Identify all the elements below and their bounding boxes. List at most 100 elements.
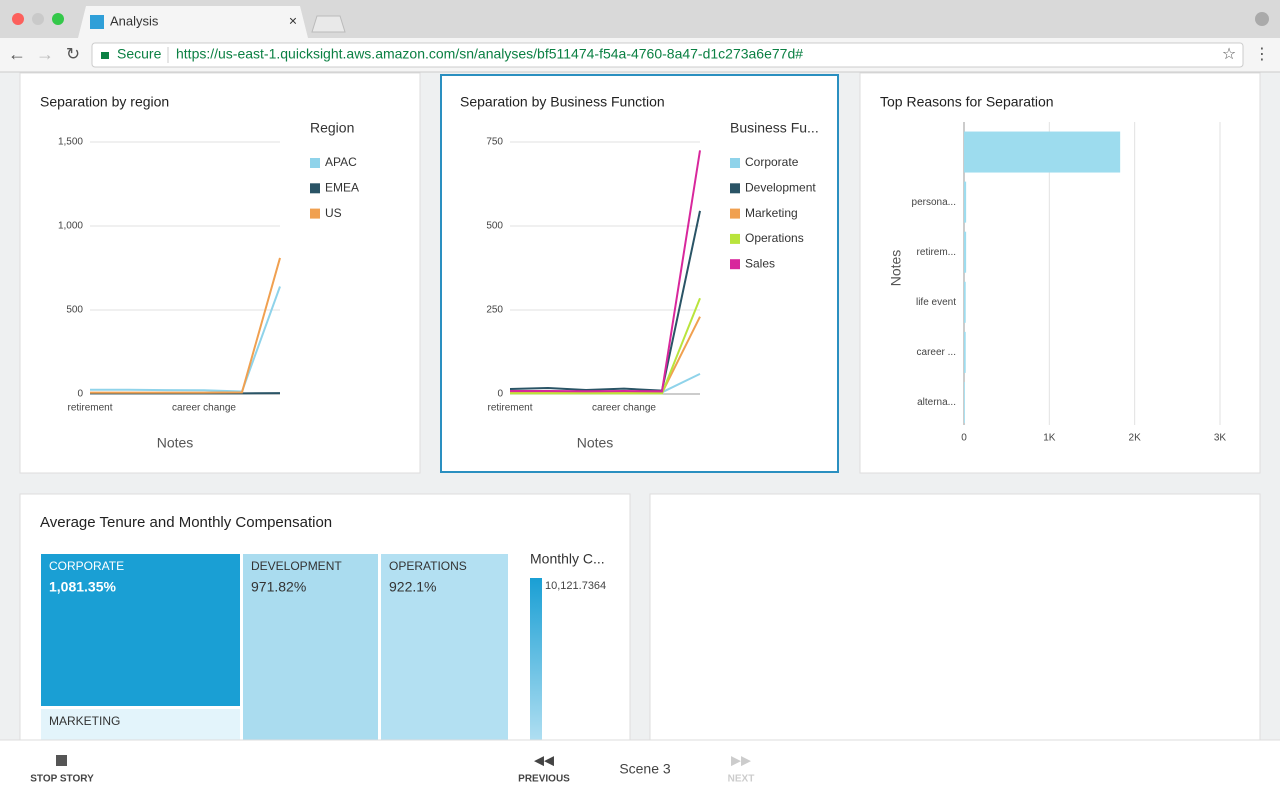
x-axis-title: Notes — [577, 435, 614, 451]
bar — [964, 231, 967, 273]
visual-title: Separation by Business Function — [460, 94, 665, 110]
treemap-tile[interactable] — [41, 554, 240, 706]
back-button[interactable]: ← — [8, 44, 26, 64]
tab[interactable] — [78, 6, 308, 38]
y-axis-title: Notes — [888, 250, 904, 287]
maximize-button[interactable] — [52, 13, 64, 25]
legend-title: Monthly C... — [530, 551, 605, 567]
scene-label: Scene 3 — [619, 761, 671, 777]
legend-label: Operations — [745, 231, 804, 245]
minimize-button[interactable] — [32, 13, 44, 25]
x-tick-label: career change — [592, 403, 656, 414]
tile-label: CORPORATE — [49, 559, 124, 573]
legend-label: US — [325, 206, 342, 220]
story-bar — [0, 740, 1280, 800]
bar — [964, 181, 967, 223]
tab-icon — [90, 15, 104, 29]
x-tick-label: retirement — [487, 403, 532, 414]
legend-swatch — [730, 183, 740, 194]
x-axis-title: Notes — [157, 435, 194, 451]
tile-label: MARKETING — [49, 714, 120, 728]
y-tick-label: 1,000 — [58, 221, 83, 232]
x-tick-label: 1K — [1043, 433, 1056, 444]
x-tick-label: career change — [172, 403, 236, 414]
stop-story-button[interactable]: STOP STORY — [30, 774, 94, 785]
treemap-tile[interactable] — [381, 554, 508, 744]
tile-value: 922.1% — [389, 579, 436, 595]
tab-close[interactable]: × — [289, 13, 297, 29]
y-tick-label: alterna... — [917, 397, 956, 408]
tile-label: OPERATIONS — [389, 559, 467, 573]
legend-swatch — [310, 208, 320, 219]
previous-icon[interactable]: ◀◀ — [534, 752, 554, 767]
tile-value: 971.82% — [251, 579, 306, 595]
legend-label: APAC — [325, 155, 357, 169]
x-tick-label: 2K — [1129, 433, 1142, 444]
line-series — [510, 297, 701, 395]
treemap-tile[interactable] — [243, 554, 378, 744]
treemap-tile[interactable] — [41, 709, 240, 744]
y-tick-label: career ... — [917, 347, 956, 358]
menu-button[interactable]: ⋮ — [1254, 46, 1270, 63]
y-tick-label: 500 — [486, 221, 503, 232]
visual-panel-selected[interactable] — [440, 74, 839, 473]
legend-swatch — [730, 208, 740, 219]
visual-panel[interactable] — [19, 72, 421, 474]
y-tick-label: 0 — [497, 389, 503, 400]
y-tick-label: retirem... — [917, 247, 956, 258]
legend-label: EMEA — [325, 180, 359, 194]
reload-button[interactable]: ↻ — [66, 44, 80, 63]
visual-title: Top Reasons for Separation — [880, 94, 1054, 110]
line-series — [509, 210, 701, 392]
lock-icon — [101, 52, 109, 59]
tile-value: 1,081.35% — [49, 579, 116, 595]
stop-icon[interactable] — [56, 755, 67, 766]
legend-label: Marketing — [745, 206, 798, 220]
legend-swatch — [730, 233, 740, 244]
legend-title: Business Fu... — [730, 120, 819, 136]
legend-label: Sales — [745, 256, 775, 270]
secure-label: Secure — [117, 46, 162, 62]
next-icon[interactable]: ▶▶ — [731, 752, 751, 767]
line-series — [510, 150, 701, 393]
bar — [964, 381, 965, 423]
y-tick-label: life event — [916, 297, 956, 308]
y-tick-label: 750 — [486, 137, 503, 148]
x-tick-label: 0 — [961, 433, 967, 444]
x-tick-label: 3K — [1214, 433, 1227, 444]
visual-title: Separation by region — [40, 94, 169, 110]
forward-button[interactable]: → — [36, 44, 54, 64]
close-button[interactable] — [12, 13, 24, 25]
visual-title: Average Tenure and Monthly Compensation — [40, 514, 332, 531]
profile-icon[interactable] — [1255, 12, 1269, 26]
legend-swatch — [310, 158, 320, 168]
line-series — [90, 257, 281, 394]
url: https://us-east-1.quicksight.aws.amazon.… — [176, 46, 803, 62]
y-tick-label: 250 — [486, 305, 503, 316]
y-tick-label: 1,500 — [58, 137, 83, 148]
visual-panel[interactable] — [649, 493, 1261, 755]
y-tick-label: persona... — [912, 197, 956, 208]
legend-swatch — [310, 183, 320, 194]
line-series — [90, 286, 281, 393]
x-tick-label: retirement — [67, 403, 112, 414]
legend-swatch — [730, 259, 740, 270]
tab-title: Analysis — [110, 13, 159, 28]
address-bar[interactable] — [91, 42, 1244, 68]
y-tick-label: 500 — [66, 305, 83, 316]
y-tick-label: 0 — [77, 389, 83, 400]
bar — [964, 131, 1121, 173]
legend-label: Corporate — [745, 155, 799, 169]
new-tab[interactable] — [311, 15, 346, 33]
legend-title: Region — [310, 120, 354, 136]
tile-label: DEVELOPMENT — [251, 559, 342, 573]
previous-button[interactable]: PREVIOUS — [518, 774, 570, 785]
legend-label: Development — [745, 180, 816, 194]
bookmark-star[interactable]: ☆ — [1222, 46, 1236, 63]
bar — [964, 331, 966, 373]
bar — [964, 281, 966, 323]
color-scale-max: 10,121.7364 — [545, 580, 606, 592]
next-button[interactable]: NEXT — [728, 774, 755, 785]
